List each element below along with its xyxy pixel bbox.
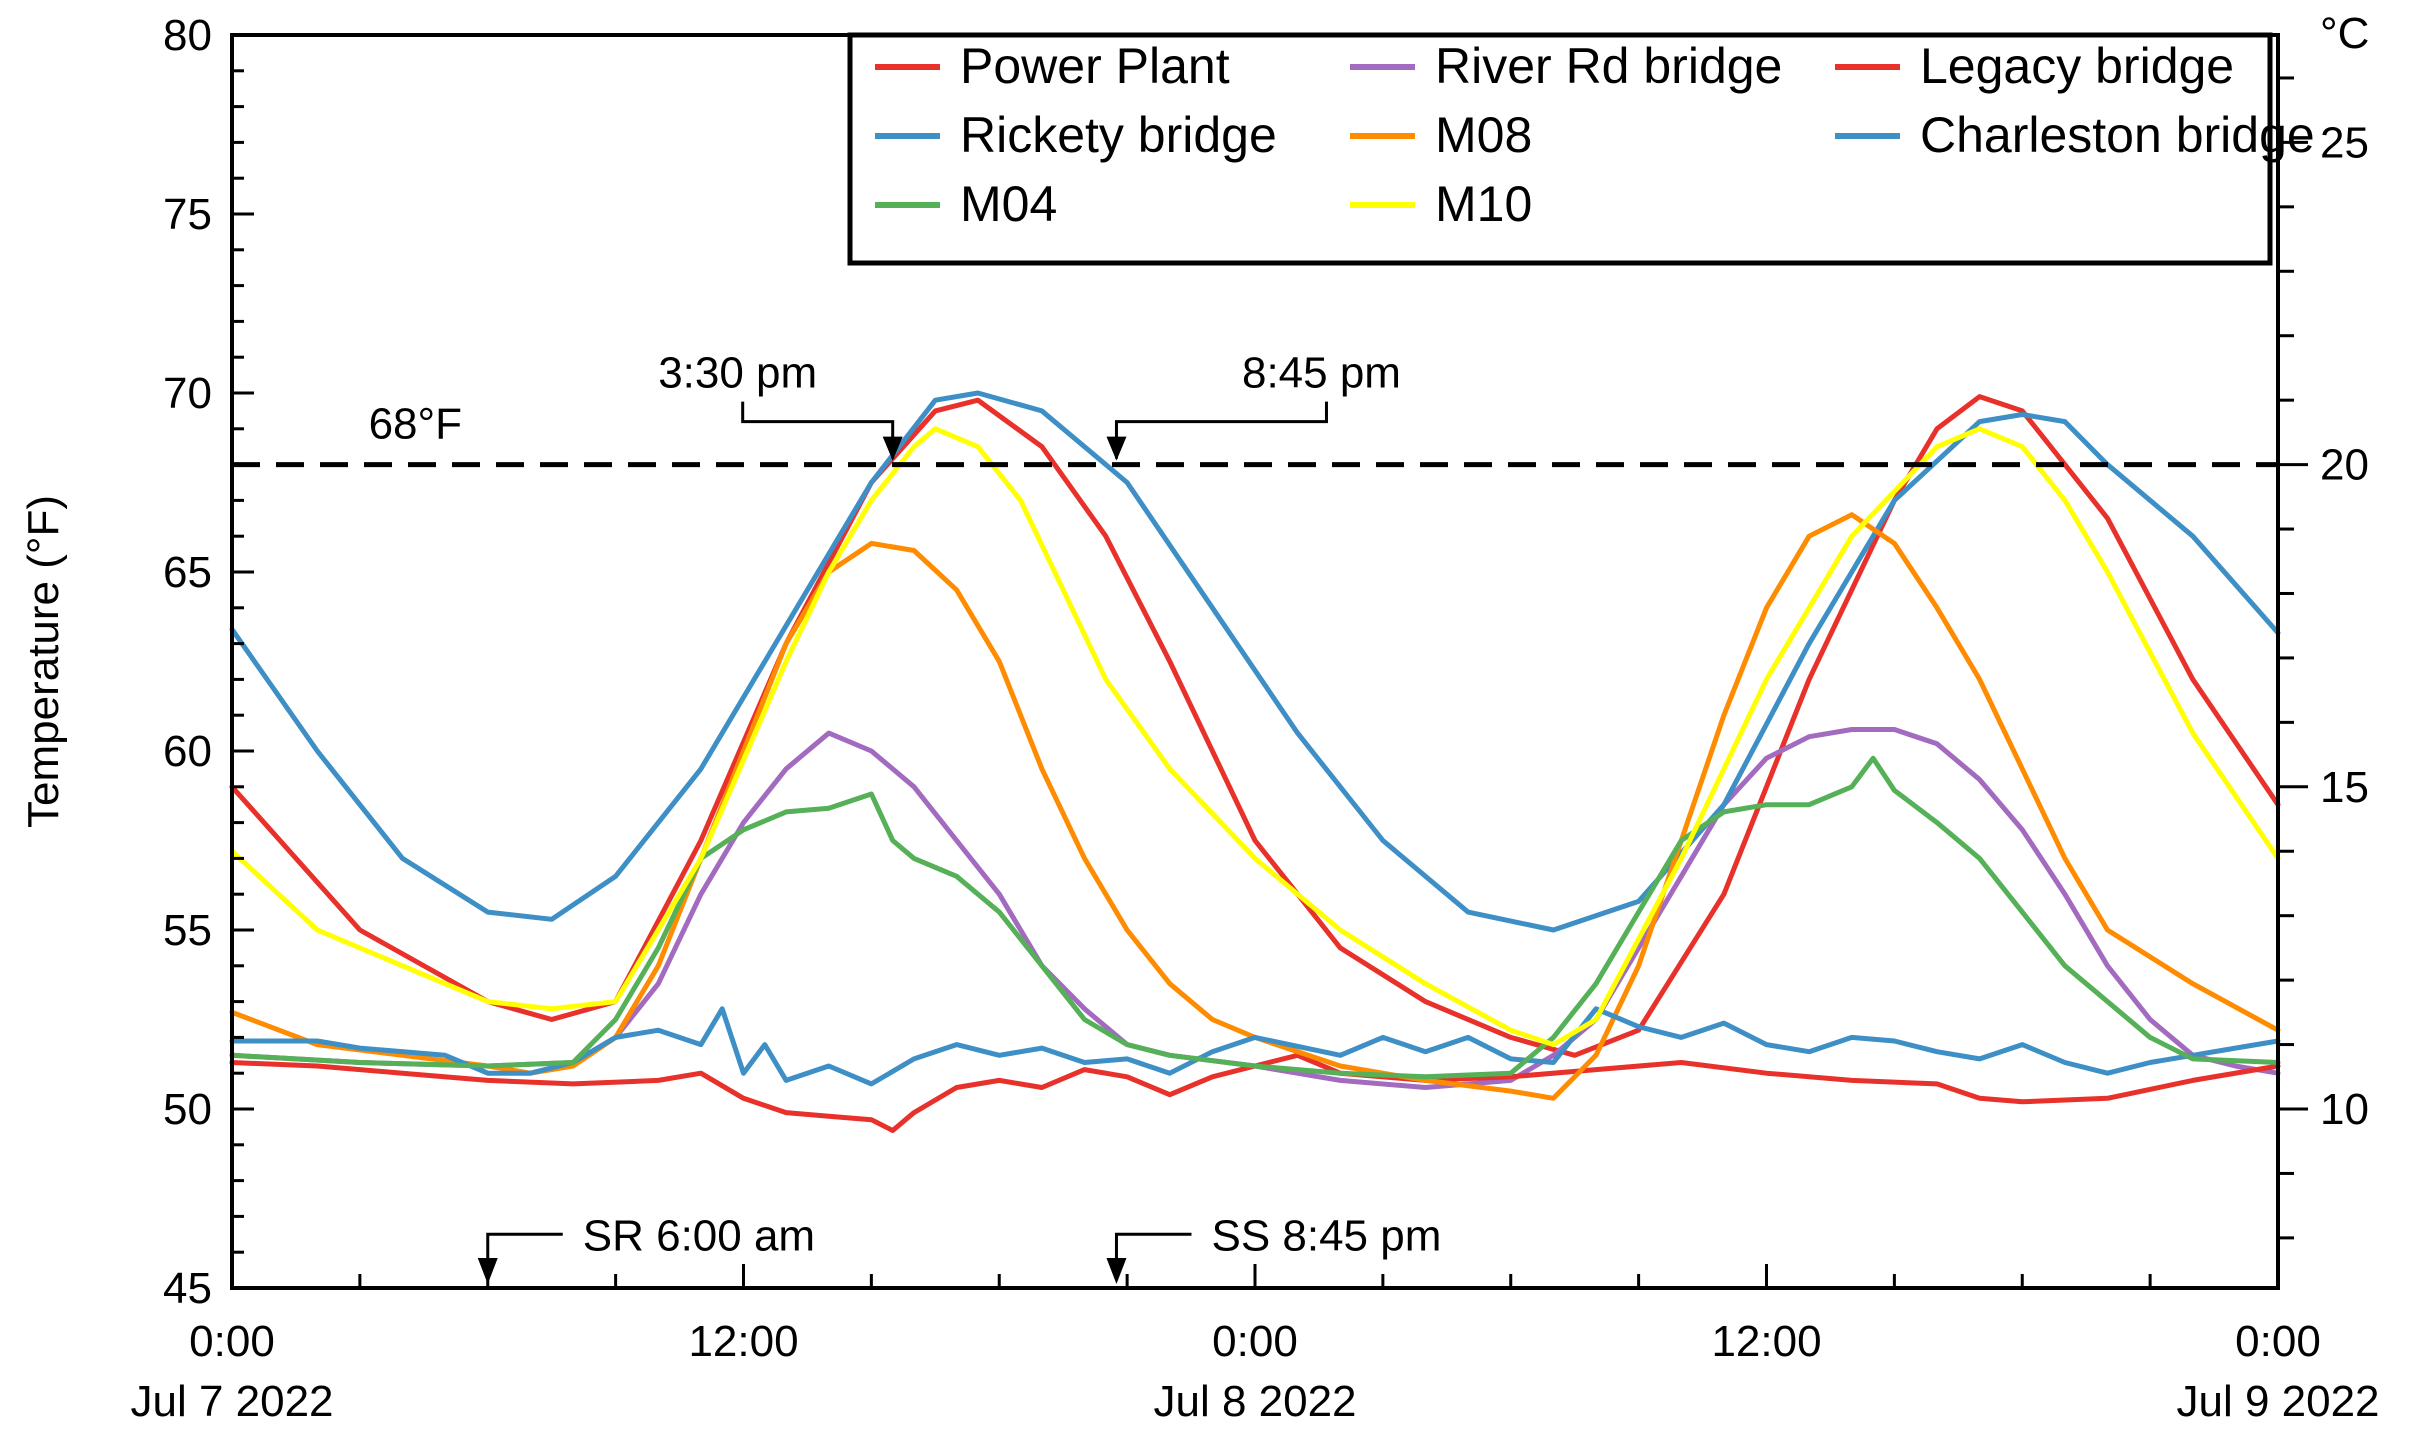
x-tick-label: 12:00 — [688, 1317, 798, 1366]
axis-layer: 45 50 55 60 65 70 75 80 Temperature (°F) 10 15 20 25… — [19, 9, 2380, 1426]
series-line — [229, 390, 2281, 933]
legend: Power Plant River Rd bridge Legacy bridge R… — [847, 32, 2315, 266]
series-line — [229, 426, 2281, 1048]
threshold-layer: 68°F — [232, 400, 2278, 468]
x-date-label: Jul 7 2022 — [130, 1377, 333, 1426]
sun-marker-leader — [486, 1232, 563, 1280]
x-tick-label: 0:00 — [2235, 1317, 2321, 1366]
series-line — [229, 512, 2281, 1101]
y2-axis-title: °C — [2320, 9, 2369, 58]
y-axis-title: Temperature (°F) — [19, 495, 68, 828]
sun-marker-label: SS 8:45 pm — [1211, 1211, 1441, 1260]
y-tick-label: 55 — [163, 906, 212, 955]
sun-marker-arrowhead — [477, 1258, 498, 1284]
y2-tick-label: 25 — [2320, 118, 2369, 167]
legend-label: M04 — [960, 176, 1057, 232]
y-tick-label: 65 — [163, 548, 212, 597]
x-tick-label: 12:00 — [1711, 1317, 1821, 1366]
y-tick-label: 70 — [163, 369, 212, 418]
x-tick-label: 0:00 — [1212, 1317, 1298, 1366]
sun-marker-leader — [1114, 1232, 1192, 1280]
annotation-arrowhead — [1106, 436, 1127, 461]
annotation-label: 8:45 pm — [1242, 349, 1401, 398]
series-line — [229, 394, 2281, 1058]
legend-label: Power Plant — [960, 38, 1230, 94]
y-tick-label: 60 — [163, 727, 212, 776]
y2-tick-label: 15 — [2320, 763, 2369, 812]
sun-marker-arrowhead — [1106, 1258, 1127, 1284]
series-line — [229, 727, 2281, 1090]
series-line — [229, 1006, 2281, 1087]
legend-label: M08 — [1435, 107, 1532, 163]
series-lines — [229, 390, 2281, 1133]
annotation-layer: 3:30 pm 8:45 pm SR 6:00 am SS 8:45 pm — [477, 349, 1441, 1284]
sun-marker-label: SR 6:00 am — [583, 1211, 815, 1260]
annotation-label: 3:30 pm — [658, 349, 817, 398]
y-tick-label: 50 — [163, 1085, 212, 1134]
x-date-label: Jul 8 2022 — [1153, 1377, 1356, 1426]
annotation-leader — [741, 401, 895, 459]
legend-label: Legacy bridge — [1920, 38, 2234, 94]
annotation-leader — [1114, 401, 1328, 459]
y-tick-label: 45 — [163, 1264, 212, 1313]
series-line — [229, 755, 2281, 1080]
y-tick-label: 80 — [163, 11, 212, 60]
threshold-label: 68°F — [369, 400, 462, 449]
y2-tick-label: 10 — [2320, 1085, 2369, 1134]
y2-tick-label: 20 — [2320, 441, 2369, 490]
annotation-arrowhead — [882, 436, 903, 461]
legend-box — [847, 32, 2273, 266]
series-line — [229, 1052, 2281, 1133]
legend-label: Rickety bridge — [960, 107, 1277, 163]
y-tick-label: 75 — [163, 190, 212, 239]
x-tick-label: 0:00 — [189, 1317, 275, 1366]
legend-label: River Rd bridge — [1435, 38, 1782, 94]
legend-label: M10 — [1435, 176, 1532, 232]
x-date-label: Jul 9 2022 — [2176, 1377, 2379, 1426]
legend-label: Charleston bridge — [1920, 107, 2315, 163]
